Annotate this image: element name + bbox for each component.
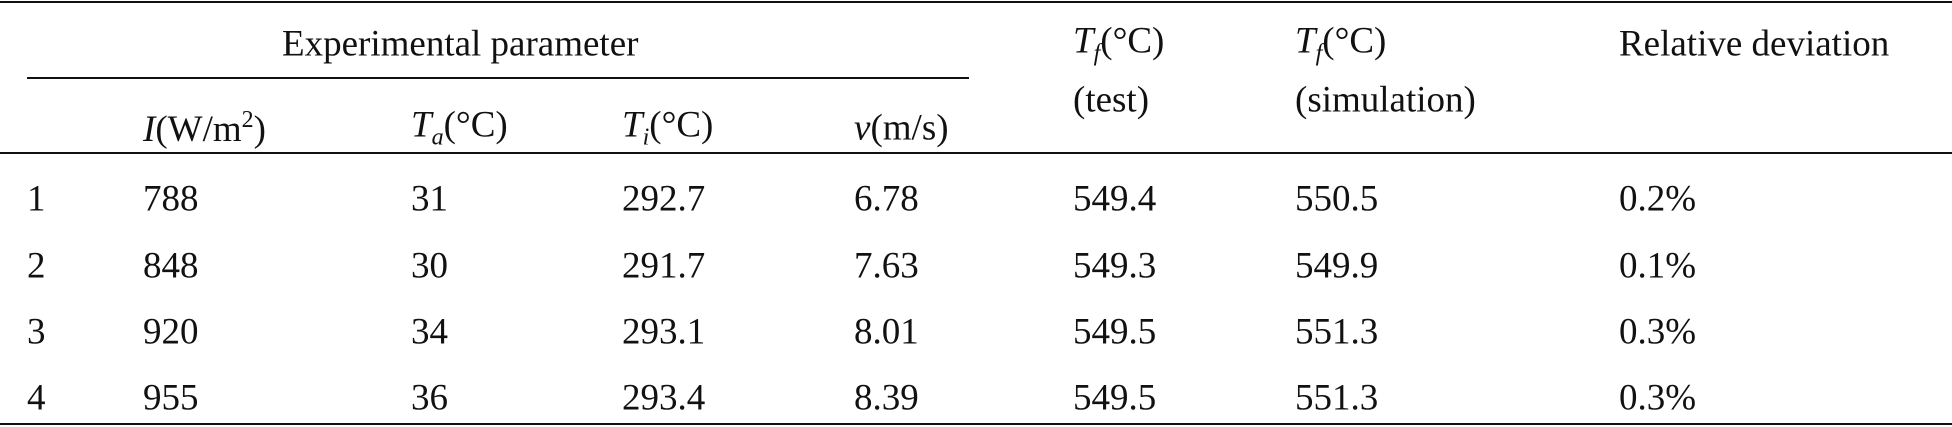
header-unit: (W/m — [155, 109, 242, 150]
header-subscript: a — [431, 124, 444, 151]
header-symbol: T — [1295, 20, 1316, 62]
table-cell: 550.5 — [1295, 178, 1379, 220]
header-cell: Ti(°C) — [622, 107, 713, 150]
header-symbol: v — [854, 107, 871, 149]
group-rule — [27, 77, 969, 79]
table-cell: 291.7 — [622, 245, 706, 287]
table-cell: 7.63 — [854, 245, 919, 287]
header-note: (test) — [1073, 79, 1150, 121]
table-cell: 2 — [27, 245, 46, 287]
group-header: Experimental parameter — [282, 23, 639, 65]
table-cell: 292.7 — [622, 178, 706, 220]
table-cell: 3 — [27, 311, 46, 353]
header-cell: I(W/m2) — [143, 108, 266, 148]
header-symbol: T — [622, 104, 643, 146]
header-subscript: f — [1315, 40, 1323, 67]
header-unit: ) — [253, 109, 266, 150]
header-cell: Tf(°C) — [1295, 23, 1386, 66]
table-cell: 955 — [143, 377, 199, 419]
header-superscript: 2 — [241, 107, 254, 133]
header-subscript: f — [1093, 40, 1101, 67]
table-cell: 788 — [143, 178, 199, 220]
table-cell: 0.1% — [1619, 245, 1697, 287]
header-cell: v(m/s) — [854, 110, 949, 147]
table-cell: 0.3% — [1619, 377, 1697, 419]
table-cell: 8.39 — [854, 377, 919, 419]
header-rule — [0, 152, 1952, 154]
header-symbol: T — [411, 104, 432, 146]
table-cell: 549.5 — [1073, 377, 1157, 419]
table-cell: 0.3% — [1619, 311, 1697, 353]
table-cell: 549.5 — [1073, 311, 1157, 353]
header-symbol: I — [143, 109, 156, 150]
table-cell: 293.1 — [622, 311, 706, 353]
table-cell: 551.3 — [1295, 377, 1379, 419]
header-unit: (°C) — [649, 104, 714, 146]
top-rule — [0, 1, 1952, 3]
table-cell: 293.4 — [622, 377, 706, 419]
header-symbol: T — [1073, 20, 1094, 62]
table-cell: 6.78 — [854, 178, 919, 220]
table-cell: 549.4 — [1073, 178, 1157, 220]
header-unit: (°C) — [1322, 20, 1387, 62]
header-unit: (°C) — [443, 104, 508, 146]
table-cell: 34 — [411, 311, 448, 353]
header-cell: Ta(°C) — [411, 107, 508, 150]
header-cell: Tf(°C) — [1073, 23, 1164, 66]
header-unit: (°C) — [1100, 20, 1165, 62]
header-text: Relative deviation — [1619, 23, 1890, 65]
table-cell: 848 — [143, 245, 199, 287]
table-cell: 1 — [27, 178, 46, 220]
header-unit: (m/s) — [870, 107, 949, 149]
bottom-rule — [0, 423, 1952, 425]
table-cell: 920 — [143, 311, 199, 353]
table-cell: 30 — [411, 245, 448, 287]
table-cell: 4 — [27, 377, 46, 419]
table-cell: 551.3 — [1295, 311, 1379, 353]
header-note: (simulation) — [1295, 79, 1476, 121]
table-cell: 8.01 — [854, 311, 919, 353]
table-cell: 31 — [411, 178, 448, 220]
header-cell: Relative deviation — [1619, 26, 1889, 63]
table-cell: 549.9 — [1295, 245, 1379, 287]
table-cell: 549.3 — [1073, 245, 1157, 287]
table-cell: 36 — [411, 377, 448, 419]
table-cell: 0.2% — [1619, 178, 1697, 220]
header-subscript: i — [642, 124, 650, 151]
